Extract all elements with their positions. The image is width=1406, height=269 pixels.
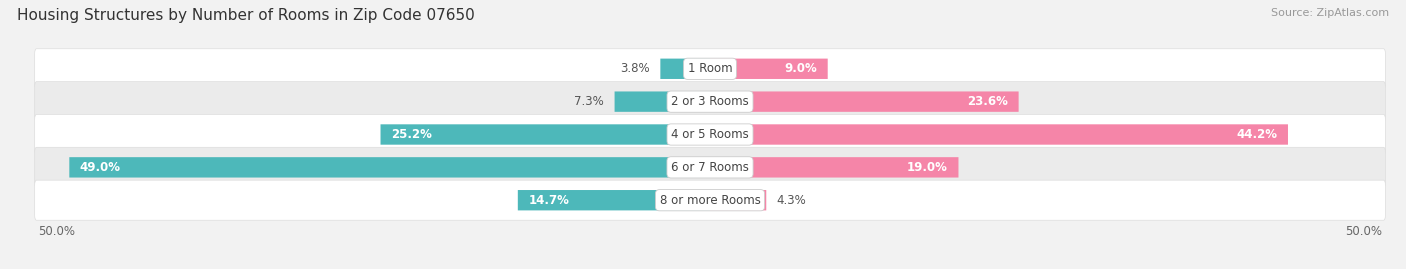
Text: 6 or 7 Rooms: 6 or 7 Rooms [671,161,749,174]
FancyBboxPatch shape [517,190,710,210]
Text: 23.6%: 23.6% [967,95,1008,108]
FancyBboxPatch shape [710,157,959,178]
Text: 3.8%: 3.8% [620,62,650,75]
Text: Source: ZipAtlas.com: Source: ZipAtlas.com [1271,8,1389,18]
Text: 44.2%: 44.2% [1236,128,1278,141]
FancyBboxPatch shape [710,124,1288,145]
FancyBboxPatch shape [35,114,1385,155]
Text: 7.3%: 7.3% [575,95,605,108]
Text: 8 or more Rooms: 8 or more Rooms [659,194,761,207]
FancyBboxPatch shape [69,157,710,178]
FancyBboxPatch shape [381,124,710,145]
Text: 49.0%: 49.0% [80,161,121,174]
FancyBboxPatch shape [614,91,710,112]
FancyBboxPatch shape [661,59,710,79]
Text: 4.3%: 4.3% [776,194,807,207]
FancyBboxPatch shape [710,190,766,210]
Text: 25.2%: 25.2% [391,128,432,141]
FancyBboxPatch shape [710,59,828,79]
Text: 2 or 3 Rooms: 2 or 3 Rooms [671,95,749,108]
FancyBboxPatch shape [35,180,1385,220]
FancyBboxPatch shape [710,91,1018,112]
Text: 4 or 5 Rooms: 4 or 5 Rooms [671,128,749,141]
Text: Housing Structures by Number of Rooms in Zip Code 07650: Housing Structures by Number of Rooms in… [17,8,475,23]
FancyBboxPatch shape [35,147,1385,187]
Text: 19.0%: 19.0% [907,161,948,174]
Text: 14.7%: 14.7% [529,194,569,207]
FancyBboxPatch shape [35,49,1385,89]
Text: 9.0%: 9.0% [785,62,817,75]
Text: 1 Room: 1 Room [688,62,733,75]
FancyBboxPatch shape [35,82,1385,122]
